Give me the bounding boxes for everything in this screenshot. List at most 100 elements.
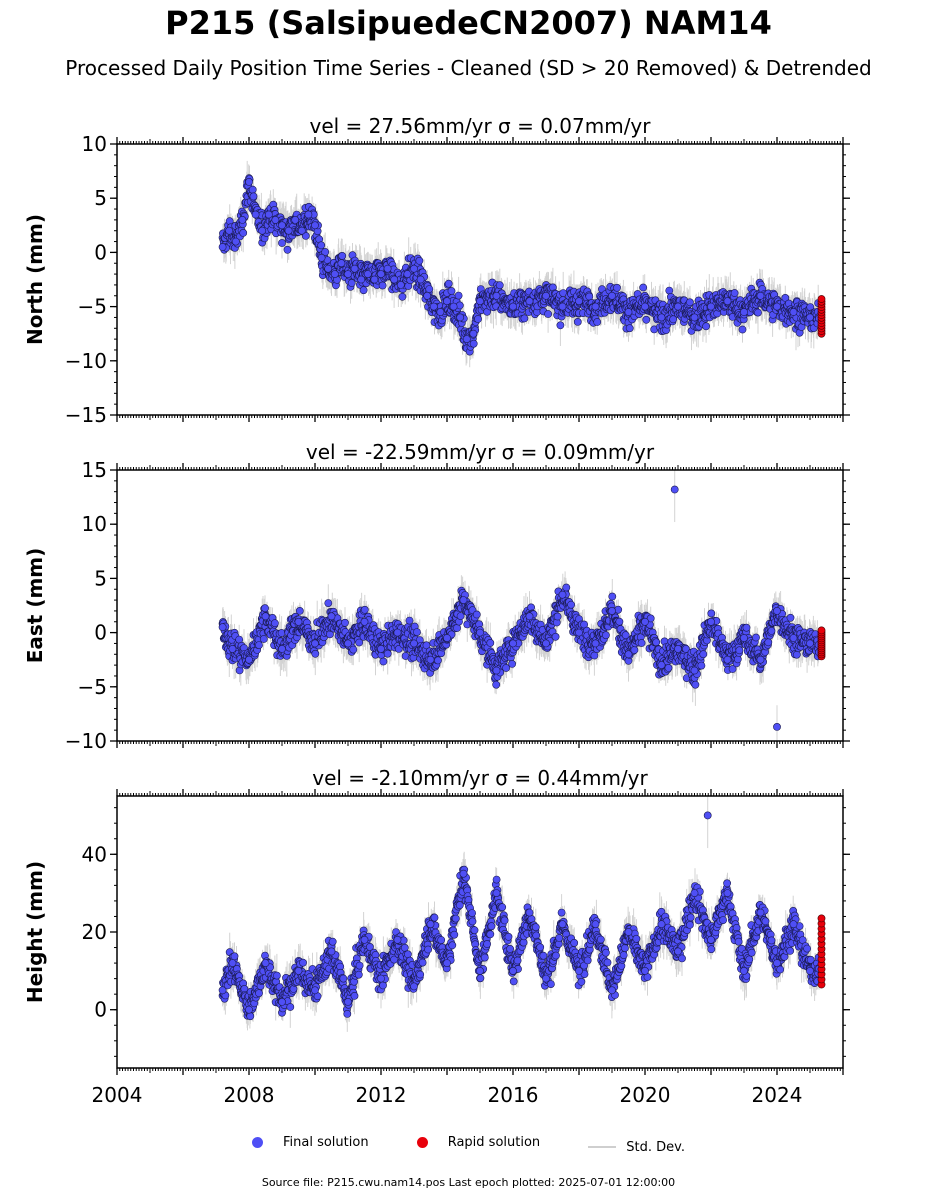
final-point — [324, 264, 333, 273]
final-point — [291, 215, 300, 224]
final-point — [449, 302, 458, 311]
final-point — [321, 248, 330, 256]
final-point — [337, 259, 346, 268]
final-point — [591, 302, 600, 311]
final-point — [251, 210, 260, 219]
final-point — [789, 308, 798, 316]
final-point — [225, 226, 234, 235]
final-point — [730, 289, 739, 297]
y-axis-label: East (mm) — [23, 548, 47, 664]
final-point — [423, 291, 432, 300]
final-point — [396, 280, 405, 289]
final-point — [454, 291, 463, 300]
final-point — [657, 313, 666, 322]
y-tick-label: 10 — [82, 132, 107, 156]
y-tick-label: 5 — [94, 186, 107, 210]
final-point — [245, 177, 253, 186]
final-point — [264, 210, 273, 219]
final-point — [575, 297, 583, 306]
final-point — [304, 210, 313, 219]
final-point — [738, 325, 747, 334]
final-point — [754, 308, 762, 317]
figure-subtitle: Processed Daily Position Time Series - C… — [65, 56, 872, 80]
final-point — [556, 321, 565, 330]
final-point — [429, 302, 438, 311]
final-point — [495, 281, 504, 290]
final-point — [231, 237, 240, 246]
final-point — [756, 291, 765, 300]
final-point — [456, 313, 465, 322]
final-point — [258, 226, 267, 235]
final-point — [350, 264, 359, 273]
final-point — [509, 302, 517, 311]
final-point — [641, 302, 649, 311]
final-point — [416, 275, 425, 284]
final-point — [357, 275, 366, 284]
final-point — [297, 226, 306, 235]
final-point — [525, 297, 534, 306]
data-layer — [218, 470, 826, 741]
final-point — [781, 293, 790, 302]
final-point — [690, 313, 699, 322]
final-point — [410, 264, 418, 273]
final-point — [573, 317, 582, 326]
std-dev-bars — [222, 160, 820, 368]
final-point — [476, 297, 484, 306]
final-point — [447, 287, 456, 295]
panel-title: vel = -22.59mm/yr σ = 0.09mm/yr — [306, 440, 655, 464]
final-point — [383, 264, 392, 273]
final-point — [284, 226, 293, 235]
final-point — [462, 335, 471, 343]
final-point — [702, 322, 710, 331]
final-point — [723, 297, 732, 306]
final-point — [444, 279, 453, 288]
final-point — [639, 283, 648, 292]
final-point — [378, 281, 387, 290]
std-dev-bars — [222, 470, 820, 741]
final-point — [317, 241, 326, 250]
final-point — [317, 253, 326, 262]
rapid-points — [817, 295, 826, 338]
final-point — [520, 314, 529, 323]
final-point — [469, 339, 478, 348]
final-point — [425, 285, 434, 293]
panel-title: vel = 27.56mm/yr σ = 0.07mm/yr — [310, 114, 652, 138]
final-point — [248, 185, 257, 194]
final-point — [613, 283, 621, 292]
final-point — [377, 270, 385, 278]
final-point — [624, 308, 633, 316]
final-point — [403, 270, 412, 278]
final-point — [625, 324, 634, 333]
y-tick-label: −10 — [65, 349, 107, 373]
figure-title: P215 (SalsipuedeCN2007) NAM14 — [165, 4, 772, 42]
final-point — [558, 302, 567, 311]
final-point — [674, 302, 682, 311]
final-point — [415, 256, 424, 265]
final-point — [278, 239, 286, 247]
y-tick-label: −15 — [65, 403, 107, 427]
final-point — [469, 329, 478, 338]
final-point — [338, 251, 347, 260]
final-point — [239, 228, 248, 237]
final-point — [398, 292, 407, 301]
final-point — [686, 298, 694, 307]
y-axis-label: North (mm) — [23, 214, 47, 345]
final-point — [347, 279, 356, 287]
final-point — [436, 308, 445, 316]
final-point — [806, 313, 814, 322]
final-point — [474, 315, 482, 323]
final-point — [443, 297, 451, 306]
final-point — [363, 270, 372, 278]
rapid-point — [817, 295, 826, 303]
final-point — [283, 245, 292, 254]
final-point — [707, 302, 715, 311]
final-point — [370, 275, 379, 284]
final-point — [608, 291, 616, 300]
final-point — [238, 215, 247, 224]
final-point — [492, 291, 501, 300]
final-point — [330, 270, 339, 278]
data-layer — [218, 160, 826, 368]
final-point — [278, 221, 286, 230]
final-point — [249, 192, 258, 201]
